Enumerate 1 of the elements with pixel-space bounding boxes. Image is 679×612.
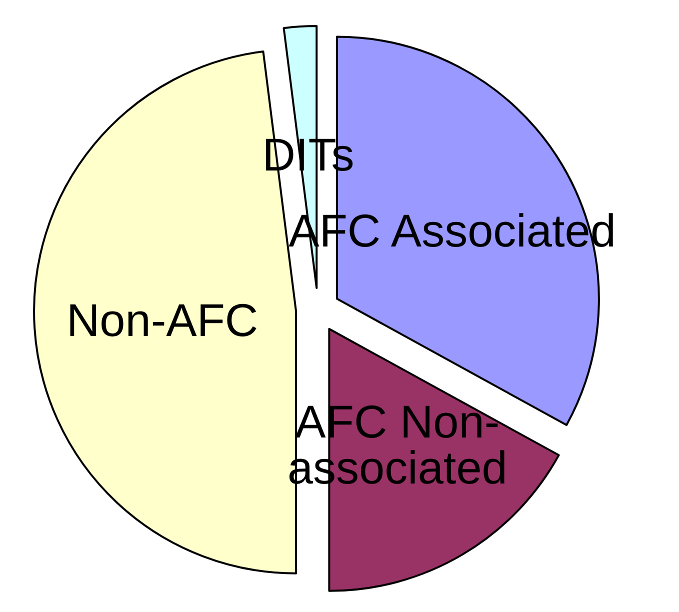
slice-label: Non-AFC (66, 294, 258, 346)
